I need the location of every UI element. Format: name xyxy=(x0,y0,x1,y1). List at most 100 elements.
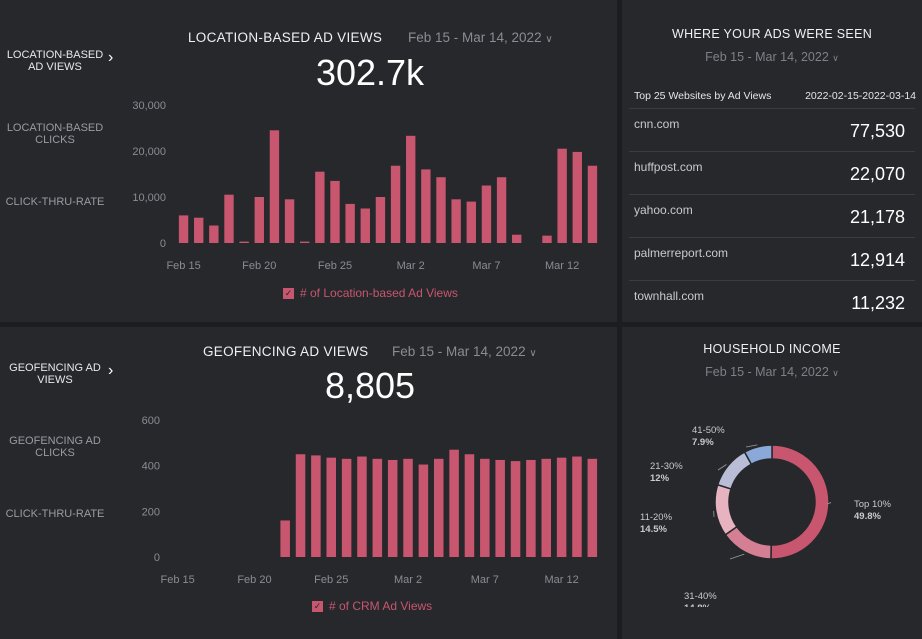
bar[interactable] xyxy=(357,456,367,557)
bar[interactable] xyxy=(375,197,386,243)
donut-slice[interactable] xyxy=(770,444,830,560)
bar[interactable] xyxy=(572,151,582,243)
bar[interactable] xyxy=(269,130,280,243)
bar[interactable] xyxy=(360,208,370,244)
household-income-panel: HOUSEHOLD INCOME Feb 15 - Mar 14, 2022 ∨… xyxy=(622,327,922,639)
chart-legend[interactable]: ✓ # of Location-based Ad Views xyxy=(283,286,458,300)
x-tick-label: Mar 7 xyxy=(471,574,499,586)
chart-legend[interactable]: ✓ # of CRM Ad Views xyxy=(312,599,432,613)
bar[interactable] xyxy=(178,215,189,243)
bar[interactable] xyxy=(387,459,398,557)
legend-label: # of CRM Ad Views xyxy=(329,599,433,613)
table-row[interactable]: cnn.com 77,530 xyxy=(629,108,915,151)
bar[interactable] xyxy=(418,464,429,557)
slice-value: 14.5% xyxy=(640,524,667,535)
bar[interactable] xyxy=(284,199,295,243)
bar[interactable] xyxy=(451,199,461,243)
slice-label: Top 10% xyxy=(854,499,892,510)
nav-geofencing-clicks[interactable]: GEOFENCING AD CLICKS xyxy=(9,435,101,459)
donut-slice[interactable] xyxy=(724,525,772,560)
leader-line xyxy=(729,553,745,560)
bar[interactable] xyxy=(254,197,264,243)
bar[interactable] xyxy=(449,449,459,557)
chevron-down-icon: ∨ xyxy=(545,34,553,45)
table-row[interactable]: townhall.com 11,232 xyxy=(629,280,915,323)
bar[interactable] xyxy=(406,135,416,243)
bar[interactable] xyxy=(311,455,321,557)
nav-location-ad-views[interactable]: LOCATION-BASED AD VIEWS xyxy=(6,49,104,73)
bar[interactable] xyxy=(496,177,507,243)
geofencing-ad-views-chart: 0 200 400 600 Feb 15 Feb 20 Feb 25 Mar 2 Mar 7 Ma… xyxy=(142,415,598,586)
bar[interactable] xyxy=(280,520,290,557)
table-row[interactable]: palmerreport.com 12,914 xyxy=(629,237,915,280)
bar[interactable] xyxy=(345,203,355,243)
donut-slice[interactable] xyxy=(714,483,738,536)
donut-slice[interactable] xyxy=(716,450,753,490)
bar[interactable] xyxy=(464,454,475,557)
bar[interactable] xyxy=(239,241,249,243)
y-tick-label: 0 xyxy=(160,238,166,250)
table-row[interactable]: huffpost.com 22,070 xyxy=(629,151,915,194)
bar[interactable] xyxy=(372,458,383,557)
bar[interactable] xyxy=(542,235,552,243)
donut-slice[interactable] xyxy=(743,444,773,466)
table-row[interactable]: yahoo.com 21,178 xyxy=(629,194,915,237)
bar[interactable] xyxy=(341,458,352,557)
date-range-selector[interactable]: Feb 15 - Mar 14, 2022 ∨ xyxy=(622,50,922,64)
bar[interactable] xyxy=(295,454,306,557)
household-income-donut: Top 10%49.8% 31-40%14.8% 11-20%14.5% 21-30%… xyxy=(640,425,892,607)
y-tick-label: 20,000 xyxy=(132,146,166,158)
location-ad-views-chart: 0 10,000 20,000 30,000 Feb 15 Feb 20 Feb 25 Mar… xyxy=(132,100,598,272)
bar[interactable] xyxy=(403,458,413,557)
bar[interactable] xyxy=(194,217,204,243)
bar[interactable] xyxy=(480,458,490,557)
checkbox-icon: ✓ xyxy=(312,600,323,612)
x-tick-label: Mar 2 xyxy=(394,574,422,586)
y-tick-label: 0 xyxy=(154,552,160,564)
bar[interactable] xyxy=(512,234,522,243)
bar[interactable] xyxy=(495,459,505,557)
bar[interactable] xyxy=(587,458,598,557)
chevron-right-icon[interactable]: › xyxy=(108,362,114,379)
bar[interactable] xyxy=(433,458,444,557)
table-range: 2022-02-15-2022-03-14 xyxy=(805,90,916,102)
leader-line xyxy=(745,444,758,448)
site-name: cnn.com xyxy=(634,117,680,131)
panel-title: HOUSEHOLD INCOME xyxy=(703,342,841,356)
date-range-selector[interactable]: Feb 15 - Mar 14, 2022 ∨ xyxy=(392,344,537,359)
x-tick-label: Mar 12 xyxy=(544,574,578,586)
table-header: Top 25 Websites by Ad Views 2022-02-15-2… xyxy=(634,90,916,102)
bar[interactable] xyxy=(421,169,431,243)
x-tick-label: Mar 12 xyxy=(545,260,579,272)
bar[interactable] xyxy=(390,165,401,243)
bar[interactable] xyxy=(541,458,552,557)
nav-geofencing-ad-views[interactable]: GEOFENCING AD VIEWS xyxy=(9,362,101,386)
bar[interactable] xyxy=(572,456,582,557)
bar[interactable] xyxy=(315,171,325,243)
bar[interactable] xyxy=(510,461,521,557)
bar[interactable] xyxy=(224,194,234,243)
total-ad-views: 302.7k xyxy=(315,52,425,93)
date-range-selector[interactable]: Feb 15 - Mar 14, 2022 ∨ xyxy=(408,30,553,45)
chevron-right-icon[interactable]: › xyxy=(108,49,114,66)
bar[interactable] xyxy=(481,185,492,244)
nav-click-thru-rate[interactable]: CLICK-THRU-RATE xyxy=(5,508,105,520)
date-range-selector[interactable]: Feb 15 - Mar 14, 2022 ∨ xyxy=(622,365,922,379)
table-label: Top 25 Websites by Ad Views xyxy=(634,90,772,102)
bar[interactable] xyxy=(526,459,536,557)
bar[interactable] xyxy=(556,457,567,557)
chart-title: GEOFENCING AD VIEWS xyxy=(203,344,369,359)
nav-location-clicks[interactable]: LOCATION-BASED CLICKS xyxy=(6,122,104,146)
x-tick-label: Feb 20 xyxy=(237,574,271,586)
bar[interactable] xyxy=(557,148,567,243)
nav-click-thru-rate[interactable]: CLICK-THRU-RATE xyxy=(5,196,105,208)
bar[interactable] xyxy=(300,241,310,243)
bar[interactable] xyxy=(209,225,219,243)
bar[interactable] xyxy=(466,201,476,243)
location-ad-views-panel: LOCATION-BASED AD VIEWS › LOCATION-BASED… xyxy=(0,0,617,322)
bar[interactable] xyxy=(326,457,337,557)
slice-value: 14.8% xyxy=(684,603,711,607)
bar[interactable] xyxy=(330,180,340,243)
bar[interactable] xyxy=(436,177,446,243)
bar[interactable] xyxy=(587,165,598,243)
